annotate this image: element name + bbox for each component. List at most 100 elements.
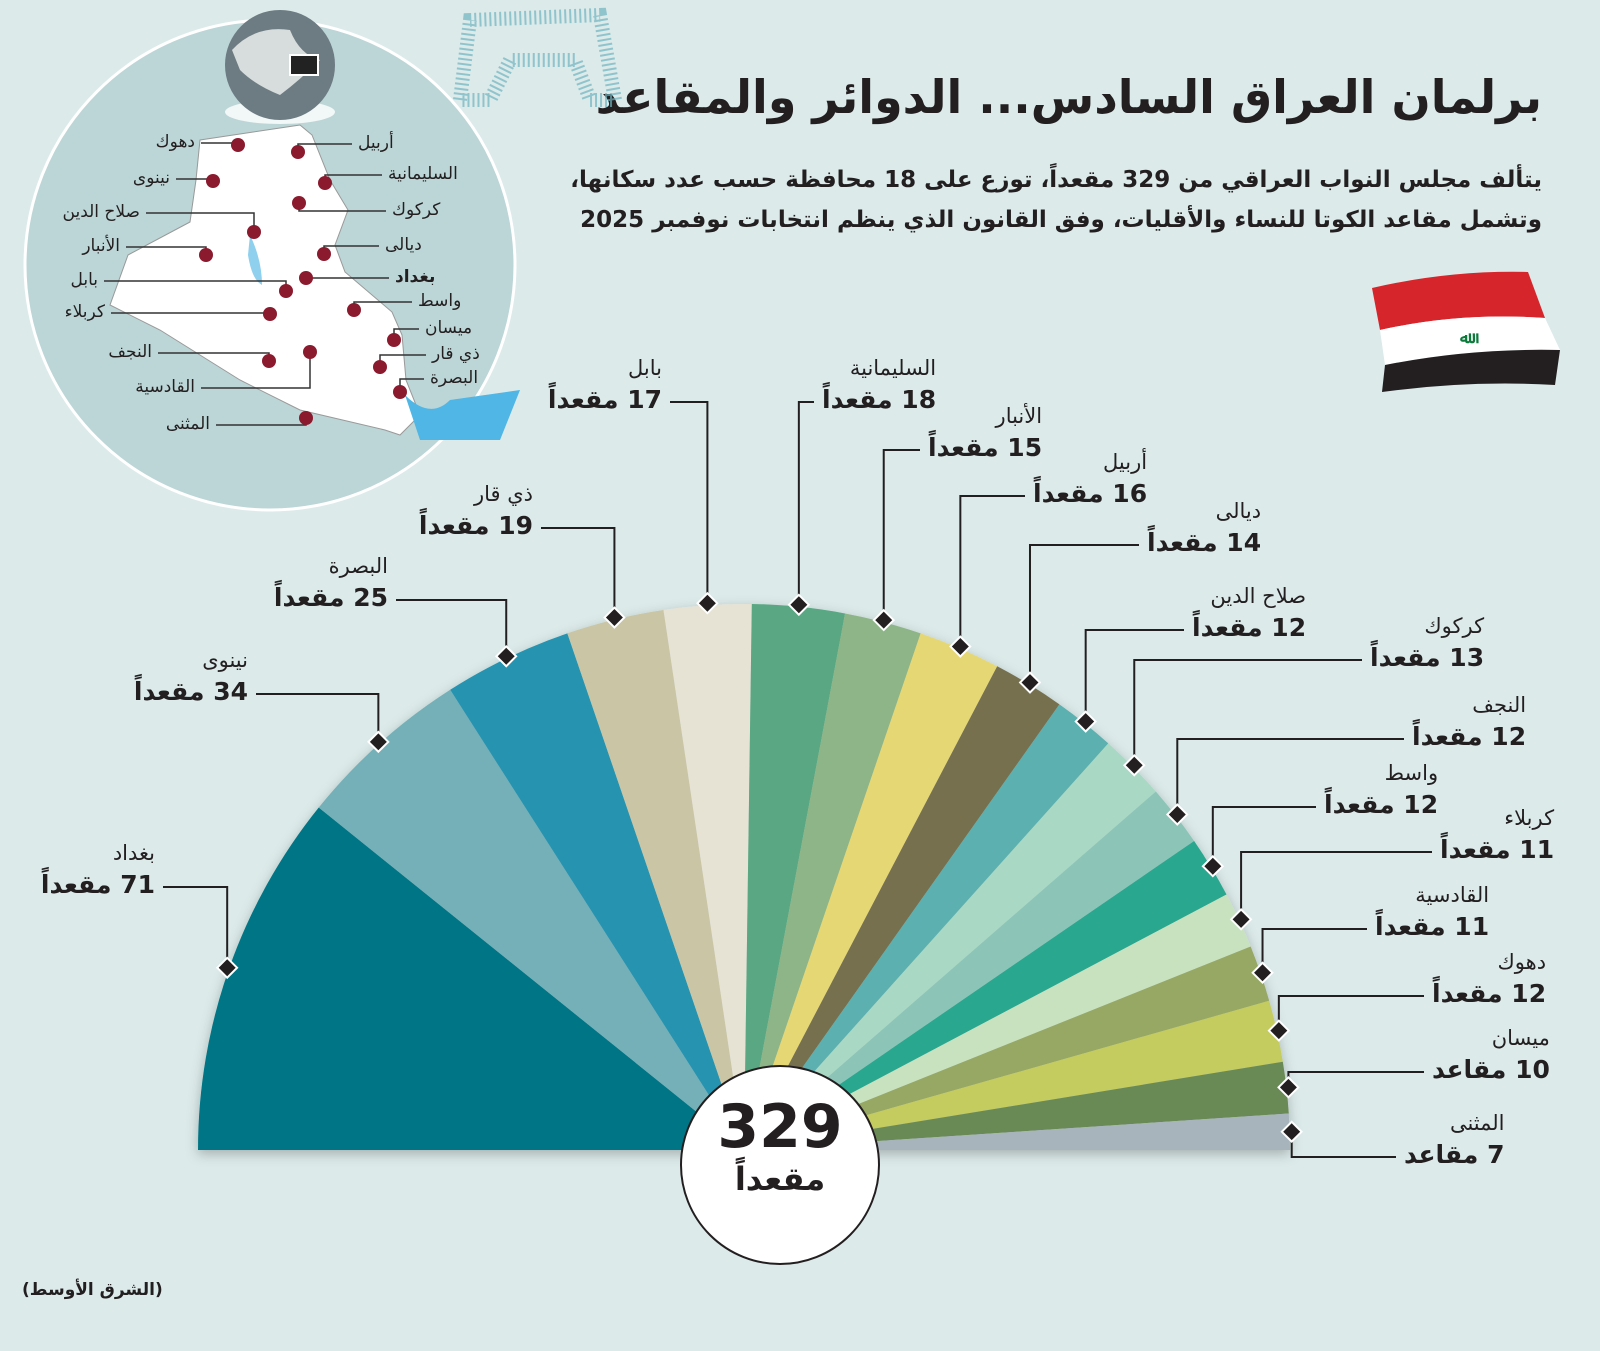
leader-line [396, 599, 508, 657]
slice-value: 17 مقعداً [547, 385, 662, 414]
leader-line [1084, 629, 1184, 722]
map-province-label: أربيل [358, 133, 394, 153]
slice-label: كربلاء 11 مقعداً [1440, 802, 1554, 866]
map-province-label: ميسان [425, 318, 473, 338]
leader-line [882, 449, 920, 621]
slice-label: صلاح الدين 12 مقعداً [1192, 580, 1306, 644]
slice-value: 11 مقعداً [1440, 835, 1555, 864]
total-seats-value: 329 [717, 1092, 843, 1162]
province-dot [317, 247, 331, 261]
slice-name: ميسان [1491, 1026, 1550, 1050]
leader-line [1028, 544, 1139, 683]
iraq-flag-icon: ﷲ [1372, 271, 1560, 392]
map-province-label: القادسية [135, 377, 195, 397]
slice-value: 12 مقعداً [1324, 790, 1439, 819]
slice-name: القادسية [1415, 883, 1490, 907]
slice-label: البصرة 25 مقعداً [274, 550, 388, 614]
slice-name: واسط [1384, 761, 1439, 785]
map-province-label: النجف [108, 342, 152, 362]
province-dot [263, 307, 277, 321]
province-dot [206, 174, 220, 188]
leader-line [1240, 851, 1432, 920]
slice-value: 12 مقعداً [1412, 722, 1527, 751]
leader-line [959, 495, 1025, 647]
slice-name: البصرة [328, 554, 388, 578]
map-province-label: كربلاء [64, 302, 105, 322]
slice-label: كركوك 13 مقعداً [1370, 610, 1484, 674]
map-province-label: السليمانية [388, 164, 458, 184]
slice-label: القادسية 11 مقعداً [1375, 879, 1489, 943]
province-dot [393, 385, 407, 399]
slice-marker [1267, 1019, 1291, 1042]
province-dot [292, 196, 306, 210]
province-dot [303, 345, 317, 359]
slice-marker [696, 591, 719, 615]
province-dot [199, 248, 213, 262]
slice-value: 11 مقعداً [1375, 912, 1490, 941]
leader-line [1211, 806, 1316, 867]
slice-11 [744, 791, 1195, 1150]
leader-line [541, 527, 616, 618]
slice-name: المثنى [1449, 1111, 1505, 1135]
slice-name: صلاح الدين [1210, 584, 1307, 608]
slice-value: 34 مقعداً [133, 677, 248, 706]
slice-4 [663, 604, 752, 1150]
slice-value: 7 مقاعد [1404, 1140, 1505, 1169]
slice-value: 19 مقعداً [418, 511, 533, 540]
slice-marker [603, 606, 626, 629]
map-leader-line [201, 352, 311, 389]
total-seats-badge: 329 مقعداً [680, 1065, 880, 1265]
slice-label: ذي قار 19 مقعداً [419, 478, 533, 542]
slice-17 [744, 1113, 1290, 1150]
gulf-water [405, 390, 520, 440]
slice-16 [744, 1061, 1289, 1150]
map-province-label: صلاح الدين [62, 202, 140, 222]
map-province-label: بابل [70, 270, 98, 290]
province-dot [387, 333, 401, 347]
slice-name: كربلاء [1504, 806, 1555, 830]
map-province-label: بغداد [395, 267, 436, 287]
slice-label: بابل 17 مقعداً [548, 352, 662, 416]
map-province-label: نينوى [132, 168, 170, 188]
leader-line [256, 693, 380, 742]
slice-marker [1251, 961, 1274, 985]
slice-label: دهوك 12 مقعداً [1432, 946, 1546, 1010]
slice-marker [1074, 710, 1097, 733]
map-province-label: كركوك [392, 200, 441, 220]
leader-line [670, 401, 709, 604]
slice-marker [872, 608, 896, 632]
province-dot [262, 354, 276, 368]
slice-marker [949, 635, 972, 658]
slice-6 [744, 613, 921, 1150]
slice-label: أربيل 16 مقعداً [1033, 446, 1147, 510]
iraq-map [23, 10, 520, 512]
slice-7 [744, 633, 998, 1150]
province-dot [299, 411, 313, 425]
slice-value: 15 مقعداً [928, 433, 1043, 462]
leader-line [797, 401, 814, 605]
leader-line [1287, 1071, 1424, 1088]
slice-label: ميسان 10 مقاعد [1432, 1022, 1550, 1086]
province-dot [347, 303, 361, 317]
slice-value: 14 مقعداً [1147, 528, 1262, 557]
slice-13 [744, 894, 1251, 1150]
slice-15 [744, 1000, 1283, 1150]
slice-3 [567, 609, 744, 1150]
slice-12 [744, 840, 1227, 1150]
slice-name: النجف [1472, 693, 1527, 717]
slice-name: كركوك [1424, 614, 1485, 638]
subtitle: يتألف مجلس النواب العراقي من 329 مقعداً،… [570, 167, 1542, 233]
slice-value: 18 مقعداً [822, 385, 937, 414]
leader-line [1133, 659, 1362, 766]
map-province-label: واسط [418, 291, 462, 311]
slice-2 [450, 633, 744, 1150]
slice-label: الأنبار 15 مقعداً [928, 400, 1042, 464]
slice-marker [215, 956, 239, 980]
slice-name: أربيل [1103, 450, 1148, 474]
slice-marker [1201, 854, 1225, 878]
page-title: برلمان العراق السادس... الدوائر والمقاعد [595, 70, 1543, 124]
slice-name: الأنبار [995, 404, 1043, 428]
leader-line [1290, 1131, 1396, 1158]
